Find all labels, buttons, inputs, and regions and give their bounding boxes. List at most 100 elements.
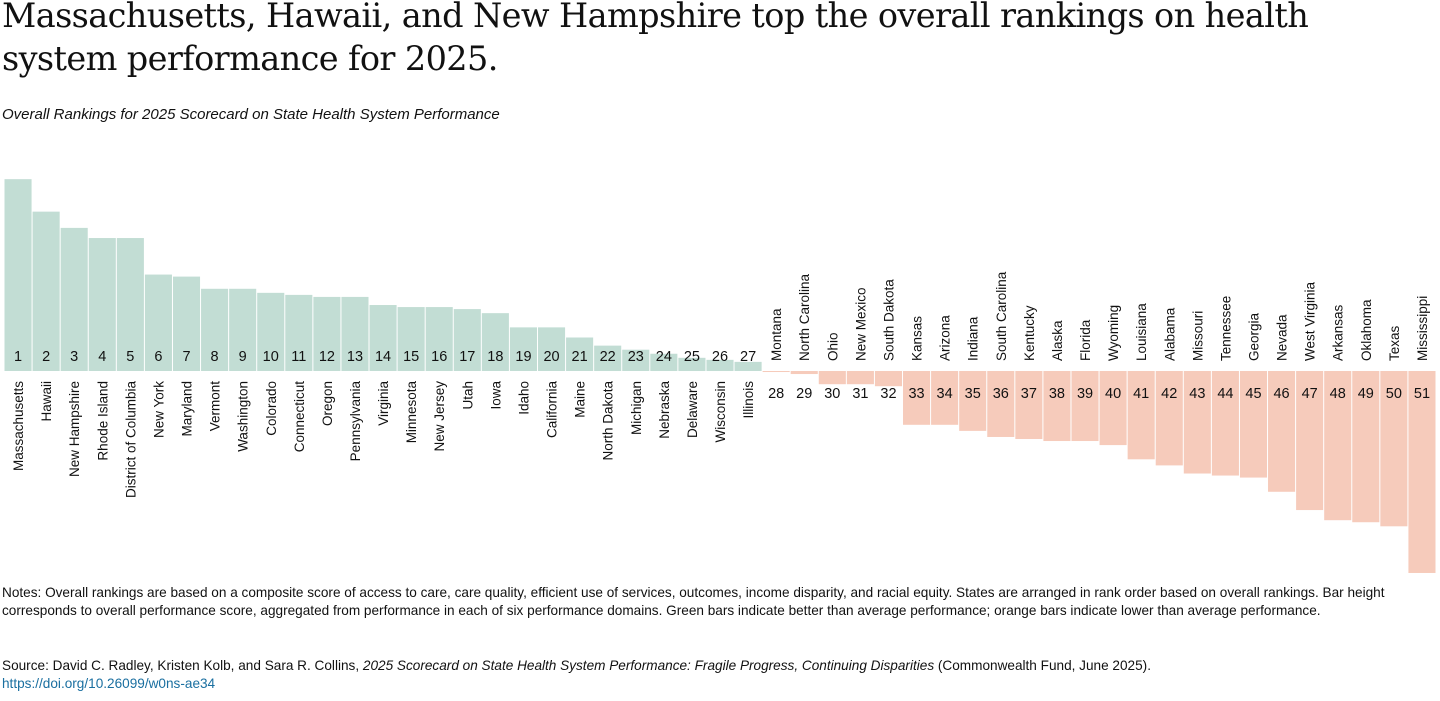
state-label: Florida: [1078, 319, 1093, 361]
bar-arkansas: [1324, 371, 1352, 521]
state-label: Pennsylvania: [348, 381, 363, 462]
rank-label: 19: [515, 349, 531, 365]
state-label: Minnesota: [404, 381, 419, 444]
state-label: Tennessee: [1218, 296, 1233, 361]
state-label: Oklahoma: [1359, 299, 1374, 361]
bar-ohio: [818, 371, 846, 385]
bar-oklahoma: [1352, 371, 1380, 523]
rank-label: 33: [908, 386, 924, 402]
state-label: Missouri: [1190, 311, 1205, 361]
bar-maryland: [172, 276, 201, 371]
chart-subtitle: Overall Rankings for 2025 Scorecard on S…: [2, 106, 500, 123]
rank-label: 32: [880, 386, 896, 402]
rank-label: 8: [211, 349, 219, 365]
rank-label: 47: [1302, 386, 1318, 402]
bar-montana: [762, 371, 790, 373]
state-label: Wisconsin: [713, 381, 728, 443]
bar-new-mexico: [846, 371, 874, 385]
bar-vermont: [201, 288, 229, 371]
state-label: Oregon: [320, 381, 335, 426]
rank-label: 6: [154, 349, 162, 365]
bar-utah: [453, 309, 481, 371]
rank-label: 31: [852, 386, 868, 402]
rank-label: 37: [1021, 386, 1037, 402]
labels-layer: 1 Massachusetts 2 Hawaii 3 New Hampshire 4 Rhod…: [11, 271, 1430, 498]
bar-nevada: [1268, 371, 1296, 492]
rank-label: 12: [319, 349, 335, 365]
bar-north-carolina: [790, 371, 818, 375]
bar-connecticut: [285, 294, 313, 372]
bar-south-dakota: [874, 371, 903, 387]
bar-new-york: [144, 274, 172, 371]
rank-label: 10: [263, 349, 279, 365]
state-label: Louisiana: [1134, 303, 1149, 361]
state-label: South Dakota: [881, 279, 896, 361]
bar-rhode-island: [88, 238, 116, 371]
bar-west-virginia: [1296, 371, 1324, 511]
bar-florida: [1071, 371, 1099, 442]
state-label: South Carolina: [994, 271, 1009, 361]
state-label: Connecticut: [292, 381, 307, 453]
rank-label: 11: [291, 349, 306, 365]
bar-minnesota: [397, 307, 425, 372]
state-label: Kansas: [910, 316, 925, 361]
bar-kansas: [903, 371, 931, 425]
rank-label: 3: [70, 349, 78, 365]
bar-tennessee: [1211, 371, 1239, 476]
rank-label: 5: [126, 349, 134, 365]
rank-label: 27: [740, 349, 756, 365]
source-suffix: (Commonwealth Fund, June 2025).: [934, 658, 1151, 673]
state-label: District of Columbia: [123, 381, 138, 499]
state-label: Delaware: [685, 381, 700, 438]
doi-link[interactable]: https://doi.org/10.26099/w0ns-ae34: [2, 676, 216, 691]
state-label: Virginia: [376, 381, 391, 426]
rank-label: 38: [1049, 386, 1065, 402]
state-label: Utah: [460, 381, 475, 410]
bar-texas: [1380, 371, 1408, 527]
bars-layer: [4, 179, 1436, 573]
rank-label: 34: [937, 386, 953, 402]
state-label: Indiana: [966, 316, 981, 361]
bar-illinois: [734, 361, 762, 371]
bar-louisiana: [1127, 371, 1155, 460]
rank-label: 42: [1161, 386, 1177, 402]
bar-idaho: [509, 327, 537, 371]
state-label: New Hampshire: [67, 381, 82, 477]
bar-georgia: [1239, 371, 1268, 478]
rank-label: 35: [965, 386, 981, 402]
rank-label: 9: [239, 349, 247, 365]
state-label: North Dakota: [601, 381, 616, 461]
state-label: Nevada: [1275, 314, 1290, 361]
state-label: Ohio: [825, 332, 840, 361]
rank-label: 7: [182, 349, 190, 365]
bar-pennsylvania: [341, 296, 369, 371]
state-label: Rhode Island: [95, 381, 110, 461]
bar-colorado: [257, 292, 285, 371]
rank-label: 23: [628, 349, 644, 365]
rank-label: 22: [600, 349, 616, 365]
state-label: Idaho: [516, 381, 531, 415]
rank-label: 25: [684, 349, 700, 365]
state-label: Alabama: [1162, 307, 1177, 361]
state-label: Arizona: [938, 315, 953, 361]
bar-indiana: [959, 371, 987, 431]
rank-label: 39: [1077, 386, 1093, 402]
rank-label: 30: [824, 386, 840, 402]
rank-label: 50: [1386, 386, 1402, 402]
state-label: Georgia: [1246, 312, 1261, 361]
bar-delaware: [678, 357, 706, 372]
rank-label: 41: [1133, 386, 1149, 402]
bar-new-hampshire: [60, 227, 88, 371]
rank-label: 29: [796, 386, 812, 402]
state-label: Texas: [1387, 325, 1402, 361]
rank-label: 20: [543, 349, 559, 365]
bar-maine: [566, 337, 594, 371]
state-label: Kentucky: [1022, 305, 1037, 361]
bar-south-carolina: [987, 371, 1015, 437]
rank-label: 51: [1414, 386, 1430, 402]
rank-label: 46: [1273, 386, 1289, 402]
chart-notes: Notes: Overall rankings are based on a c…: [2, 585, 1385, 618]
state-label: Vermont: [208, 381, 223, 432]
state-label: Mississippi: [1415, 296, 1430, 361]
state-label: Michigan: [629, 381, 644, 435]
